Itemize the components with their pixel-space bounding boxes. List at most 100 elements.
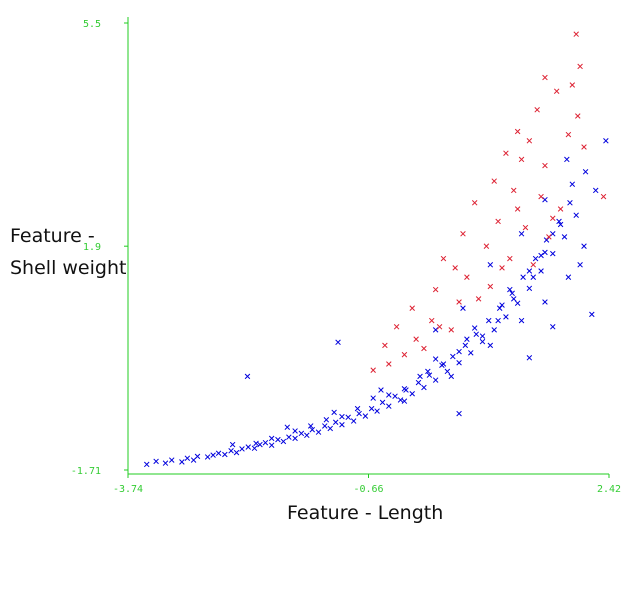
data-point-blue xyxy=(280,438,287,445)
data-point-blue xyxy=(304,432,310,439)
data-point-red xyxy=(542,162,548,169)
data-point-blue xyxy=(415,379,422,386)
data-point-red xyxy=(557,206,564,212)
data-point-red xyxy=(483,243,490,249)
data-point-blue xyxy=(432,356,439,362)
data-point-blue xyxy=(392,393,398,399)
data-point-blue xyxy=(292,435,298,442)
data-point-blue xyxy=(499,302,505,308)
data-point-red xyxy=(518,156,525,163)
data-point-red xyxy=(464,274,470,280)
data-point-blue xyxy=(262,439,269,446)
data-point-blue xyxy=(257,441,263,448)
data-point-red xyxy=(448,327,455,333)
data-point-red xyxy=(460,231,466,237)
y-tick-label: 1.9 xyxy=(83,242,101,253)
data-point-blue xyxy=(496,305,503,311)
data-point-blue xyxy=(603,138,609,144)
data-point-blue xyxy=(503,314,509,320)
x-tick-label: 2.42 xyxy=(597,484,621,495)
data-point-blue xyxy=(520,274,526,280)
data-point-blue xyxy=(162,460,169,466)
data-point-blue xyxy=(550,324,556,330)
data-point-blue xyxy=(307,423,314,429)
data-point-blue xyxy=(569,181,576,187)
data-point-blue xyxy=(421,384,427,391)
y-axis-title-line-1: Feature - xyxy=(10,225,95,247)
data-point-blue xyxy=(550,250,556,257)
data-point-blue xyxy=(440,361,447,367)
data-point-red xyxy=(456,299,462,305)
data-point-blue xyxy=(542,299,548,305)
data-point-blue xyxy=(228,448,234,454)
data-point-blue xyxy=(538,268,544,274)
data-point-blue xyxy=(229,441,236,448)
data-point-blue xyxy=(184,455,191,461)
data-point-blue xyxy=(577,262,583,268)
data-point-blue xyxy=(471,325,478,331)
data-point-blue xyxy=(417,373,423,380)
data-point-blue xyxy=(335,339,341,346)
data-point-blue xyxy=(332,419,339,426)
data-point-red xyxy=(491,178,497,184)
data-point-blue xyxy=(514,300,521,306)
data-point-red xyxy=(409,305,415,311)
data-point-blue xyxy=(215,450,222,457)
data-point-red xyxy=(382,342,388,349)
data-point-red xyxy=(546,234,552,240)
x-tick-label: -0.66 xyxy=(353,484,383,495)
data-point-red xyxy=(503,150,509,156)
data-point-red xyxy=(452,265,458,271)
data-point-red xyxy=(510,187,517,194)
data-point-blue xyxy=(567,200,573,206)
data-point-blue xyxy=(339,421,345,428)
data-point-blue xyxy=(542,196,548,203)
data-point-blue xyxy=(284,424,291,430)
data-point-blue xyxy=(510,296,517,302)
y-tick-label: -1.71 xyxy=(71,466,101,477)
data-point-red xyxy=(534,107,540,113)
data-point-blue xyxy=(179,459,185,465)
data-point-blue xyxy=(374,408,380,414)
data-point-blue xyxy=(456,348,462,355)
data-point-blue xyxy=(464,336,470,342)
data-point-blue xyxy=(315,429,322,435)
data-point-blue xyxy=(581,243,587,249)
data-point-blue xyxy=(204,454,211,460)
data-point-red xyxy=(542,74,548,81)
data-point-blue xyxy=(448,373,455,380)
data-point-blue xyxy=(456,359,462,366)
data-point-red xyxy=(401,351,408,358)
data-point-blue xyxy=(526,355,533,361)
data-point-blue xyxy=(491,327,497,333)
data-point-blue xyxy=(487,342,494,349)
data-point-blue xyxy=(327,425,333,432)
data-point-blue xyxy=(401,398,408,404)
data-point-blue xyxy=(210,452,216,458)
data-point-red xyxy=(550,215,556,222)
data-point-blue xyxy=(518,231,525,237)
data-point-red xyxy=(487,283,494,290)
data-point-blue xyxy=(462,342,469,349)
data-point-blue xyxy=(460,305,466,311)
data-point-blue xyxy=(589,311,595,318)
data-point-blue xyxy=(322,423,328,429)
data-point-blue xyxy=(298,430,305,437)
data-point-blue xyxy=(479,338,486,345)
data-point-blue xyxy=(592,187,599,194)
data-point-blue xyxy=(143,461,150,468)
data-point-blue xyxy=(565,274,572,280)
data-point-red xyxy=(507,255,513,262)
data-point-blue xyxy=(379,399,386,406)
data-point-blue xyxy=(538,252,544,259)
data-point-red xyxy=(393,324,400,330)
data-point-red xyxy=(386,361,392,367)
data-point-blue xyxy=(409,390,415,397)
data-point-blue xyxy=(354,405,361,412)
data-point-red xyxy=(514,206,521,212)
data-point-red xyxy=(471,200,478,206)
data-point-blue xyxy=(532,255,539,262)
data-point-red xyxy=(577,63,583,70)
data-point-blue xyxy=(386,403,392,409)
